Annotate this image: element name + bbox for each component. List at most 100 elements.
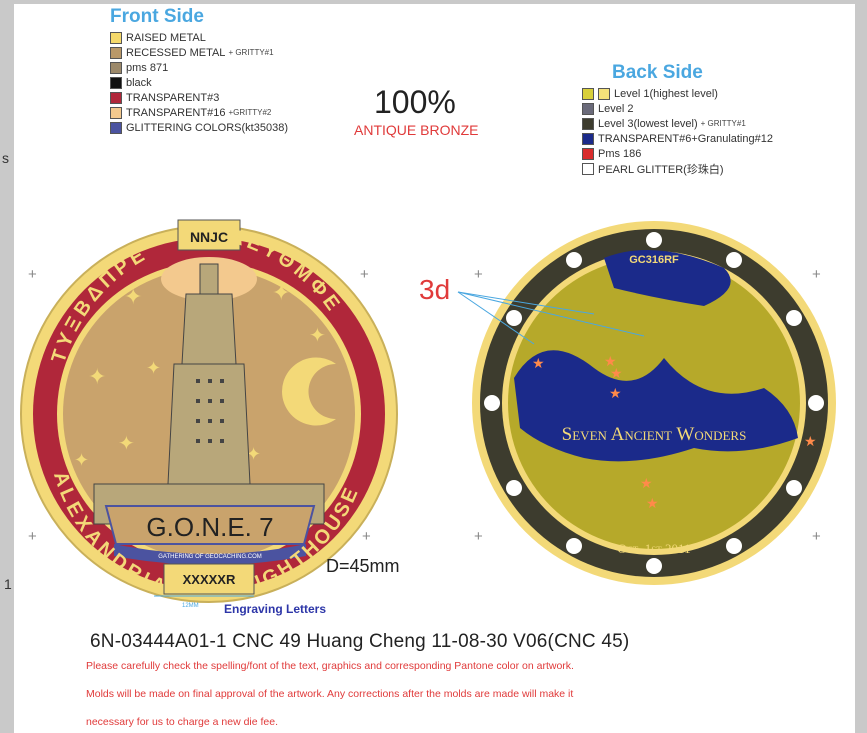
back-coin: ★ ★★ ★★★★ GC316RF Seven Ancient Wonders O… — [472, 221, 836, 585]
color-swatch — [110, 61, 122, 74]
color-swatch — [110, 91, 122, 104]
legend-label: GLITTERING COLORS(kt35038) — [126, 121, 288, 134]
moon-icon — [282, 357, 336, 426]
back-title: Seven Ancient Wonders — [562, 424, 747, 445]
color-swatch — [582, 132, 594, 145]
note-line-1: Please carefully check the spelling/font… — [86, 660, 574, 672]
front-legend-row: pms 871 — [110, 60, 288, 75]
top-tab-text: NNJC — [190, 229, 228, 245]
svg-text:✦: ✦ — [88, 364, 106, 389]
svg-text:★: ★ — [532, 355, 545, 371]
callout-3d: 3d — [419, 274, 451, 305]
legend-label: pms 871 — [126, 61, 169, 74]
back-color-legend: Level 1(highest level) Level 2 Level 3(low… — [582, 86, 773, 176]
order-code: 6N-03444A01-1 CNC 49 Huang Cheng 11-08-3… — [90, 631, 630, 652]
front-legend-row: RECESSED METAL + GRITTY#1 — [110, 45, 288, 60]
tab-dimension: 12MM — [182, 603, 199, 609]
sub-banner-text: GATHERING OF GEOCACHING.COM — [158, 554, 262, 560]
legend-label: Level 2 — [598, 102, 634, 115]
edge-mark: s — [2, 150, 9, 166]
legend-label: TRANSPARENT#3 — [126, 91, 220, 104]
front-side-title: Front Side — [110, 6, 204, 27]
callout-lines — [457, 291, 645, 345]
front-legend-row: TRANSPARENT#16 +GRITTY#2 — [110, 105, 288, 120]
svg-text:★: ★ — [646, 495, 659, 511]
top-tab — [177, 219, 241, 251]
registration-mark: + — [360, 266, 369, 283]
back-legend-row: Level 3(lowest level) + GRITTY#1 — [582, 116, 773, 131]
registration-mark: + — [28, 266, 37, 283]
back-legend-row: Level 1(highest level) — [582, 86, 773, 101]
color-swatch — [582, 117, 594, 130]
legend-label: Level 1(highest level) — [614, 87, 718, 100]
svg-text:✦: ✦ — [118, 433, 135, 455]
svg-text:✦: ✦ — [272, 280, 290, 305]
color-swatch — [110, 106, 122, 119]
legend-label: Level 3(lowest level) — [598, 117, 698, 130]
svg-text:★: ★ — [610, 365, 623, 381]
registration-mark: + — [474, 266, 483, 283]
registration-mark: + — [812, 528, 821, 545]
front-coin: ✦ ✦ ✦ ✦ ✦ ✦ ✦ ✦ G.O.N.E. 7 GATHE — [20, 219, 398, 609]
finish-name: ANTIQUE BRONZE — [354, 122, 479, 138]
edge-mark: 1 — [4, 576, 12, 592]
diameter-label: D=45mm — [326, 556, 400, 576]
legend-label: RAISED METAL — [126, 31, 206, 44]
front-legend-row: black — [110, 75, 288, 90]
cache-code: GC316RF — [629, 254, 679, 266]
back-legend-row: Pms 186 — [582, 146, 773, 161]
back-legend-row: TRANSPARENT#6+Granulating#12 — [582, 131, 773, 146]
engraving-label: Engraving Letters — [224, 602, 327, 616]
legend-label: TRANSPARENT#6+Granulating#12 — [598, 132, 773, 145]
color-swatch — [582, 87, 594, 100]
front-color-legend: RAISED METAL RECESSED METAL + GRITTY#1 pms … — [110, 30, 288, 135]
svg-text:✦: ✦ — [246, 444, 261, 464]
bottom-tab — [163, 563, 255, 595]
ring-dots — [484, 232, 824, 574]
back-date: Oct. 1st 2011 — [617, 541, 690, 556]
registration-mark: + — [812, 266, 821, 283]
legend-extra: + GRITTY#1 — [700, 119, 746, 128]
star-icons: ✦ ✦ ✦ ✦ ✦ ✦ ✦ ✦ — [74, 280, 326, 470]
note-line-3: necessary for us to charge a new die fee… — [86, 716, 279, 728]
svg-text:✦: ✦ — [309, 325, 326, 347]
registration-mark: + — [474, 528, 483, 545]
sub-banner — [114, 544, 306, 565]
back-legend-row: PEARL GLITTER(珍珠白) — [582, 161, 773, 176]
color-swatch — [110, 46, 122, 59]
artwork-sheet: Front Side RAISED METAL RECESSED METAL + G… — [14, 4, 855, 733]
legend-label: Pms 186 — [598, 147, 642, 160]
sea-region — [514, 350, 798, 462]
legend-label: black — [126, 76, 152, 89]
color-swatch — [598, 87, 610, 100]
color-swatch — [582, 147, 594, 160]
svg-text:✦: ✦ — [146, 358, 161, 378]
color-swatch — [582, 162, 594, 175]
finish-percent: 100% — [374, 84, 456, 120]
legend-label: PEARL GLITTER(珍珠白) — [598, 163, 724, 176]
legend-extra: +GRITTY#2 — [228, 108, 272, 117]
color-swatch — [582, 102, 594, 115]
svg-text:★: ★ — [604, 353, 617, 369]
front-banner — [104, 505, 316, 545]
note-line-2: Molds will be made on final approval of … — [86, 688, 574, 700]
svg-text:★: ★ — [804, 433, 817, 449]
color-swatch — [110, 121, 122, 134]
wonder-stars: ★ ★★ ★★★★ — [532, 353, 817, 511]
front-legend-row: GLITTERING COLORS(kt35038) — [110, 120, 288, 135]
svg-text:✦: ✦ — [124, 284, 142, 309]
front-legend-row: TRANSPARENT#3 — [110, 90, 288, 105]
registration-mark: + — [28, 528, 37, 545]
svg-text:★: ★ — [609, 385, 622, 401]
bottom-tab-text: XXXXXR — [183, 572, 236, 587]
legend-extra: + GRITTY#1 — [228, 48, 274, 57]
legend-label: RECESSED METAL — [126, 46, 226, 59]
front-legend-row: RAISED METAL — [110, 30, 288, 45]
back-legend-row: Level 2 — [582, 101, 773, 116]
legend-label: TRANSPARENT#16 — [126, 106, 226, 119]
back-side-title: Back Side — [612, 62, 703, 83]
black-sea — [604, 250, 731, 306]
registration-mark: + — [362, 528, 371, 545]
svg-text:★: ★ — [640, 475, 653, 491]
color-swatch — [110, 76, 122, 89]
